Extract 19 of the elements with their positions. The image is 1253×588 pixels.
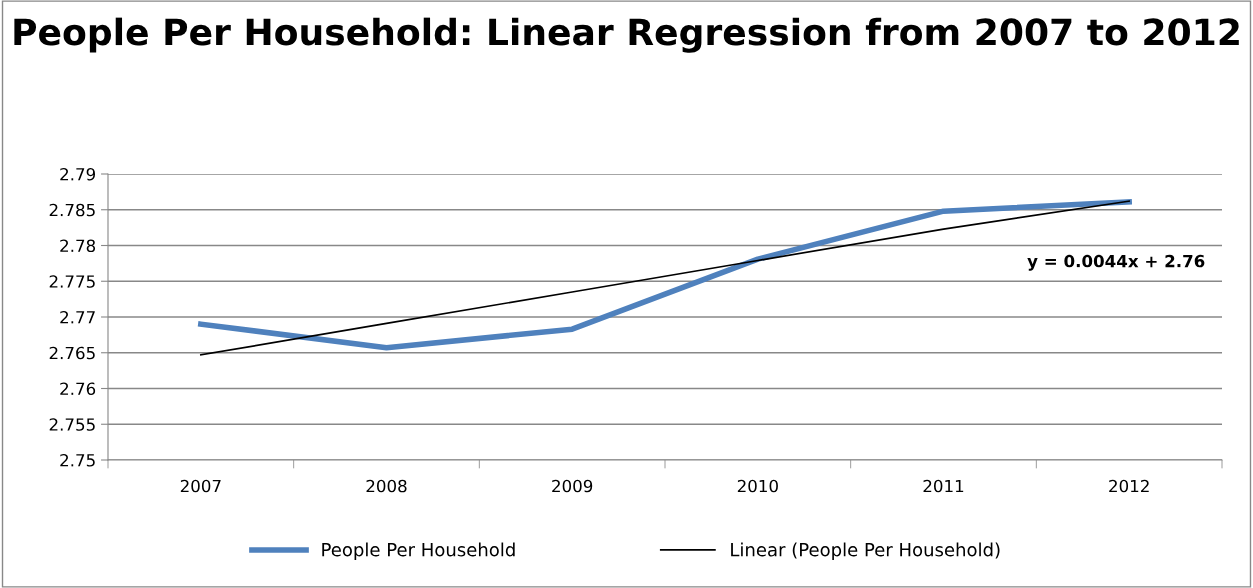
x-tick-label: 2012 xyxy=(1109,479,1149,493)
annotation: y = 0.0044x + 2.76 xyxy=(1027,254,1205,271)
legend-label: Linear (People Per Household) xyxy=(731,542,1000,560)
legend-label: People Per Household xyxy=(322,542,515,560)
y-tick-label: 2.78 xyxy=(60,239,96,253)
x-tick-label: 2010 xyxy=(737,479,778,493)
y-tick-label: 2.765 xyxy=(49,346,95,360)
y-tick-label: 2.77 xyxy=(60,310,95,324)
y-tick-label: 2.75 xyxy=(60,453,95,467)
y-tick-label: 2.755 xyxy=(49,418,95,431)
x-tick-label: 2011 xyxy=(923,479,964,493)
y-tick-label: 2.76 xyxy=(60,382,96,396)
y-tick-label: 2.775 xyxy=(49,275,95,288)
y-tick-label: 2.79 xyxy=(60,167,96,181)
y-tick-label: 2.785 xyxy=(49,203,95,217)
chart-title: People Per Household: Linear Regression from 2007 to 2012 xyxy=(14,17,1239,53)
x-tick-label: 2009 xyxy=(552,479,593,493)
x-tick-label: 2008 xyxy=(366,479,407,493)
x-tick-label: 2007 xyxy=(180,479,221,493)
